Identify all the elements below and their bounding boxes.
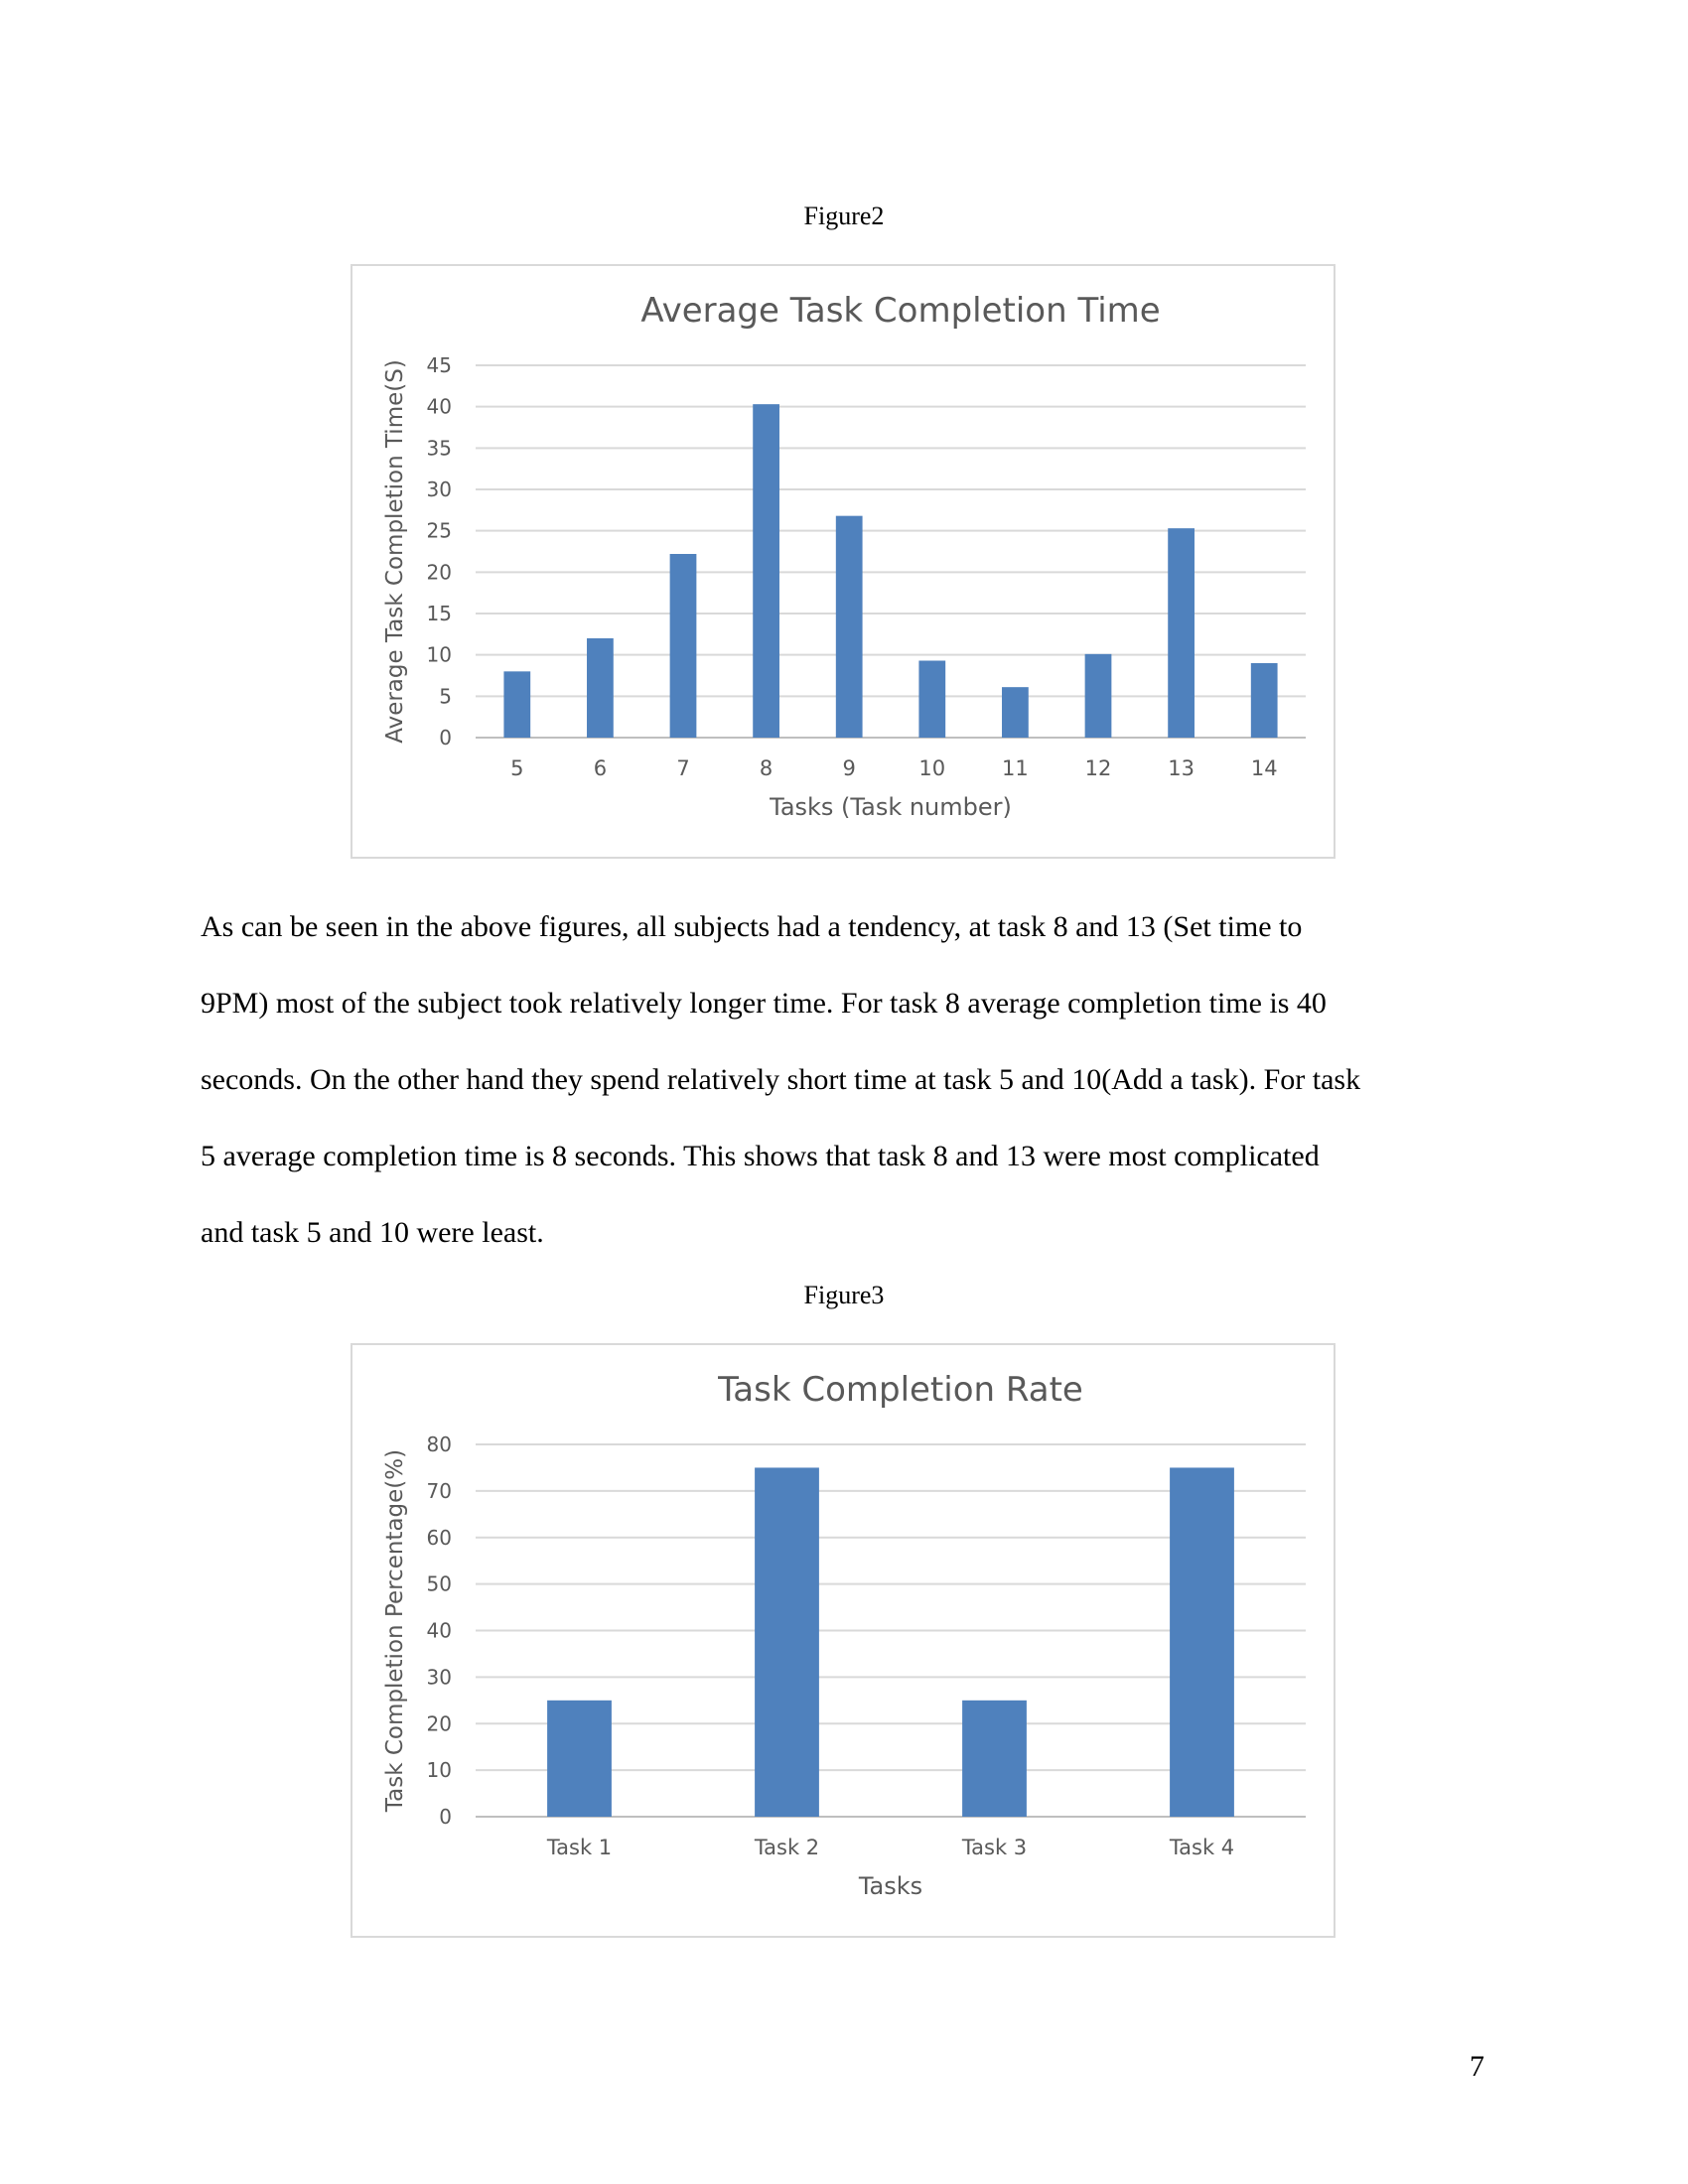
bar-7 [669,554,697,738]
bar-9 [835,515,863,738]
x-tick-label: 11 [1002,756,1029,780]
bar-task-1 [547,1700,612,1817]
y-tick-label: 60 [427,1526,452,1550]
x-tick-label: 12 [1085,756,1112,780]
y-tick-label: 35 [427,436,452,460]
y-tick-label: 40 [427,395,452,419]
bar-10 [918,660,946,738]
x-tick-label: Task 3 [961,1836,1027,1859]
y-tick-label: 30 [427,478,452,501]
body-line: As can be seen in the above figures, all… [201,910,1303,943]
y-tick-label: 45 [427,353,452,377]
body-line: 9PM) most of the subject took relatively… [201,987,1327,1020]
body-paragraph: As can be seen in the above figures, all… [201,888,1491,1271]
bar-6 [587,638,614,738]
bar-14 [1250,663,1278,738]
y-tick-label: 0 [439,726,452,750]
x-tick-label: 6 [594,756,607,780]
y-axis-title: Task Completion Percentage(%) [382,1449,408,1813]
y-tick-label: 10 [427,1758,452,1782]
x-tick-label: 9 [843,756,856,780]
chart-svg-1: Average Task Completion Time 0 5 10 15 20 25 30… [382,291,1306,821]
x-tick-label: 14 [1251,756,1278,780]
page-number: 7 [1470,2050,1484,2083]
y-tick-label: 20 [427,560,452,584]
chart-svg-2: Task Completion Rate 0 10 20 30 40 50 60 70 80 Tas… [382,1370,1306,1900]
bar-12 [1084,653,1112,738]
y-tick-label: 25 [427,519,452,543]
bar-13 [1168,528,1195,738]
body-line: 5 average completion time is 8 seconds. … [201,1140,1320,1172]
bar-task-3 [962,1700,1027,1817]
chart-title: Task Completion Rate [717,1370,1083,1410]
x-tick-label: Task 1 [546,1836,612,1859]
x-tick-label: Task 2 [754,1836,819,1859]
body-line: seconds. On the other hand they spend re… [201,1063,1361,1096]
y-tick-label: 5 [439,684,452,708]
y-tick-label: 20 [427,1711,452,1735]
bar-task-4 [1170,1467,1234,1817]
y-tick-label: 0 [439,1805,452,1829]
y-tick-label: 70 [427,1479,452,1503]
y-tick-label: 15 [427,602,452,625]
figure-2-caption: Figure2 [803,202,885,230]
average-task-completion-time-chart: Average Task Completion Time 0 5 10 15 20 25 30… [351,264,1336,859]
figure-3-caption: Figure3 [803,1281,885,1309]
y-tick-label: 10 [427,643,452,667]
x-tick-label: 13 [1168,756,1195,780]
y-tick-label: 30 [427,1665,452,1689]
task-completion-rate-chart: Task Completion Rate 0 10 20 30 40 50 60 70 80 Tas… [351,1343,1336,1938]
y-axis-title: Average Task Completion Time(S) [382,359,408,744]
bar-11 [1002,687,1029,738]
bar-8 [753,404,779,738]
y-tick-label: 50 [427,1572,452,1596]
x-tick-label: 8 [760,756,773,780]
x-tick-label: 10 [918,756,945,780]
y-tick-label: 40 [427,1619,452,1643]
x-tick-label: Task 4 [1169,1836,1234,1859]
body-line: and task 5 and 10 were least. [201,1216,544,1249]
y-tick-label: 80 [427,1433,452,1456]
x-axis-title: Tasks (Task number) [769,793,1012,821]
bar-task-2 [755,1467,819,1817]
bar-5 [503,671,531,738]
chart-title: Average Task Completion Time [640,291,1160,331]
x-axis-title: Tasks [858,1872,922,1900]
x-tick-label: 5 [510,756,523,780]
x-tick-label: 7 [676,756,689,780]
